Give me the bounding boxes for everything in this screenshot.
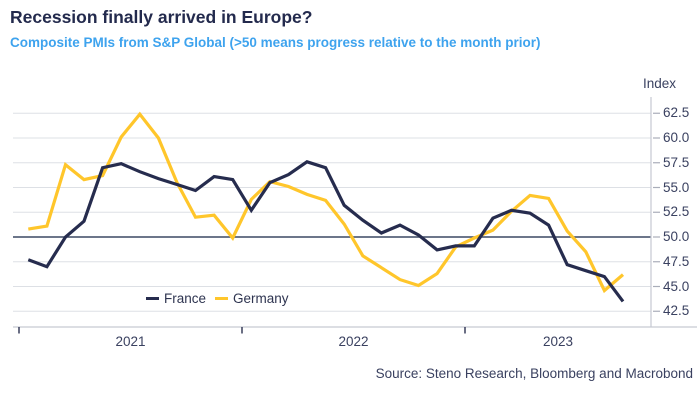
x-tick-label: 2021 (115, 334, 146, 349)
y-tick-label: 55.0 (663, 179, 690, 195)
x-tick-label: 2023 (542, 334, 574, 349)
y-tick-label: 62.5 (663, 105, 690, 121)
y-axis-unit-label: Index (643, 76, 677, 91)
x-tick-label: 2022 (338, 334, 369, 349)
y-tick-label: 42.5 (663, 303, 690, 319)
y-tick-label: 47.5 (663, 253, 690, 269)
chart-title: Recession finally arrived in Europe? (10, 7, 313, 27)
legend: France Germany (146, 291, 289, 306)
legend-label-germany: Germany (233, 291, 289, 306)
chart-subtitle: Composite PMIs from S&P Global (>50 mean… (10, 35, 541, 50)
y-tick-label: 52.5 (663, 204, 690, 220)
source-note: Source: Steno Research, Bloomberg and Ma… (375, 366, 693, 381)
legend-swatch-germany-icon (215, 296, 229, 301)
y-tick-label: 60.0 (663, 130, 690, 145)
legend-item-germany: Germany (215, 291, 289, 306)
legend-label-france: France (164, 291, 207, 306)
y-tick-label: 50.0 (663, 229, 690, 244)
legend-swatch-france-icon (146, 296, 159, 301)
y-tick-label: 57.5 (663, 154, 690, 170)
legend-item-france: France (146, 291, 206, 306)
y-tick-label: 45.0 (663, 278, 690, 294)
